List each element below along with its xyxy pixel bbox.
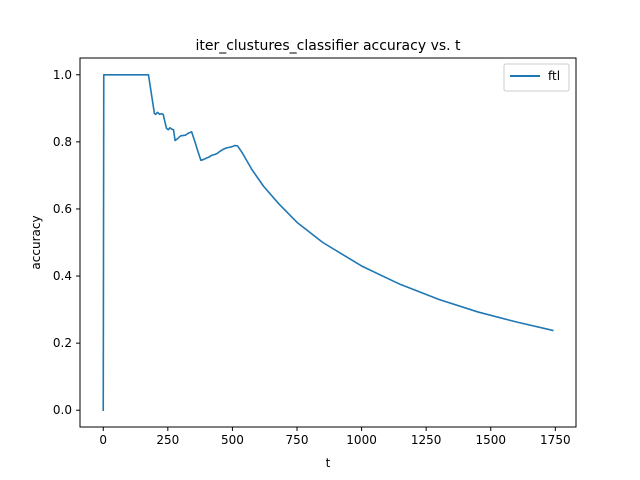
x-axis-label: t [326, 456, 331, 470]
y-tick-label: 0.6 [53, 202, 72, 216]
y-axis: 0.0 0.2 0.4 0.6 0.8 1.0 [53, 68, 80, 417]
series-layer [102, 73, 554, 412]
legend: ftl [503, 63, 570, 92]
legend-label-ftl: ftl [548, 69, 560, 83]
y-tick-label: 1.0 [53, 68, 72, 82]
series-line-ftl [102, 73, 554, 412]
x-tick-label: 1000 [346, 433, 377, 447]
x-tick-label: 1500 [475, 433, 506, 447]
x-tick-label: 1250 [411, 433, 442, 447]
y-tick-label: 0.2 [53, 336, 72, 350]
y-axis-label: accuracy [29, 215, 43, 269]
x-tick-label: 1750 [540, 433, 571, 447]
x-tick-label: 0 [99, 433, 107, 447]
plot-area [79, 57, 577, 428]
x-tick-label: 750 [286, 433, 309, 447]
legend-box [503, 63, 570, 92]
x-axis: 0 250 500 750 1000 1250 1500 1750 [99, 427, 571, 447]
x-tick-label: 250 [156, 433, 179, 447]
x-tick-label: 500 [221, 433, 244, 447]
y-tick-label: 0.4 [53, 269, 72, 283]
axes-frame [79, 57, 577, 428]
chart-title: iter_clustures_classifier accuracy vs. t [195, 38, 461, 54]
y-tick-label: 0.8 [53, 135, 72, 149]
y-tick-label: 0.0 [53, 403, 72, 417]
